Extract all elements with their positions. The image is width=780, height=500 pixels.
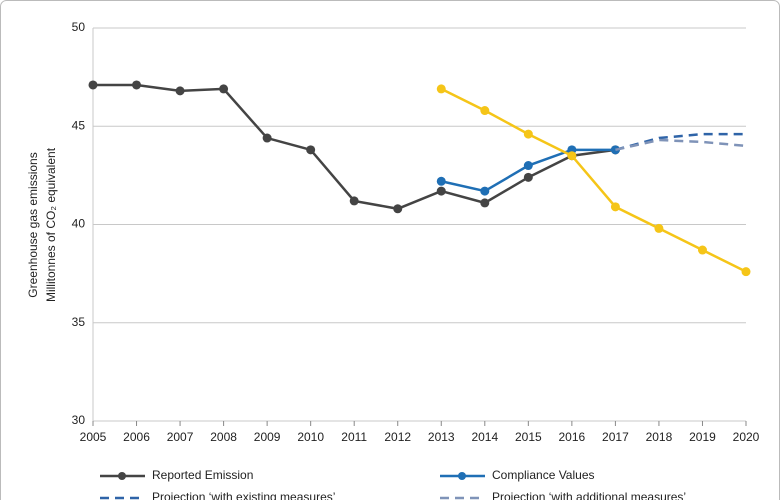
- point: [523, 161, 533, 171]
- point: [436, 176, 446, 186]
- x-tick-label: 2010: [297, 430, 324, 444]
- point: [480, 106, 490, 116]
- x-tick-label: 2013: [428, 430, 455, 444]
- point: [132, 80, 142, 90]
- point: [654, 223, 664, 233]
- point: [306, 145, 316, 155]
- x-tick-label: 2014: [471, 430, 498, 444]
- point: [523, 172, 533, 182]
- x-tick-label: 2008: [210, 430, 237, 444]
- legend-label: Compliance Values: [492, 468, 595, 482]
- x-tick-label: 2017: [602, 430, 629, 444]
- x-tick-label: 2015: [515, 430, 542, 444]
- series-line: [93, 83, 616, 211]
- point: [219, 84, 229, 94]
- point: [393, 204, 403, 214]
- point: [175, 86, 185, 96]
- series-line: [615, 138, 747, 152]
- point: [567, 151, 577, 161]
- point: [523, 129, 533, 139]
- legend-marker: [458, 472, 466, 480]
- x-tick-label: 2007: [167, 430, 194, 444]
- point: [436, 84, 446, 94]
- y-tick-label: 50: [72, 20, 86, 34]
- point: [741, 267, 751, 277]
- y-tick-label: 35: [72, 315, 86, 329]
- point: [88, 80, 98, 90]
- series-line: [440, 87, 747, 273]
- point: [480, 198, 490, 208]
- series-line: [440, 148, 616, 193]
- legend-label: Projection ‘with additional measures’: [492, 490, 686, 500]
- legend-label: Projection ‘with existing measures’: [152, 490, 335, 500]
- x-tick-label: 2016: [559, 430, 586, 444]
- x-tick-label: 2006: [123, 430, 150, 444]
- x-tick-label: 2012: [384, 430, 411, 444]
- point: [480, 186, 490, 196]
- point: [436, 186, 446, 196]
- legend-marker: [118, 472, 126, 480]
- y-tick-label: 45: [72, 118, 86, 132]
- point: [349, 196, 359, 206]
- x-tick-label: 2009: [254, 430, 281, 444]
- y-axis-title: Millitonnes of CO₂ equivalent: [44, 147, 58, 302]
- y-tick-label: 30: [72, 413, 86, 427]
- x-tick-label: 2020: [733, 430, 760, 444]
- x-tick-label: 2011: [341, 430, 367, 444]
- point: [262, 133, 272, 143]
- legend-label: Reported Emission: [152, 468, 253, 482]
- x-tick-label: 2018: [646, 430, 673, 444]
- point: [610, 202, 620, 212]
- y-tick-label: 40: [72, 217, 86, 231]
- x-tick-label: 2019: [689, 430, 716, 444]
- x-tick-label: 2005: [80, 430, 107, 444]
- point: [697, 245, 707, 255]
- y-axis-title: Greenhouse gas emissions: [26, 152, 40, 297]
